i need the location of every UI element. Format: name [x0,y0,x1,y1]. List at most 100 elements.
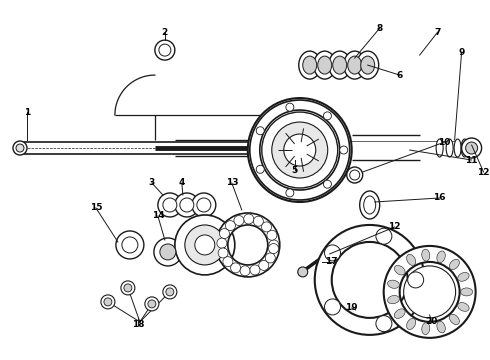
Circle shape [122,237,138,253]
Circle shape [16,144,24,152]
Ellipse shape [458,273,469,281]
Circle shape [166,288,174,296]
Circle shape [272,122,328,178]
Text: 20: 20 [425,318,438,327]
Circle shape [267,230,277,240]
Ellipse shape [303,56,317,74]
Circle shape [250,265,260,275]
Ellipse shape [461,139,468,157]
Text: 8: 8 [376,24,383,33]
Text: 6: 6 [396,71,403,80]
Ellipse shape [343,51,366,79]
Circle shape [324,245,341,261]
Circle shape [185,225,225,265]
Text: 12: 12 [389,222,401,231]
Ellipse shape [348,56,362,74]
Text: 16: 16 [433,193,446,202]
Circle shape [220,229,229,239]
Circle shape [192,193,216,217]
Circle shape [175,215,235,275]
Circle shape [234,216,244,225]
Text: 7: 7 [435,28,441,37]
Text: 10: 10 [439,138,451,147]
Ellipse shape [458,302,469,311]
Circle shape [262,112,338,188]
Circle shape [218,248,228,258]
Ellipse shape [407,318,416,329]
Circle shape [240,266,250,276]
Circle shape [195,235,215,255]
Text: 17: 17 [325,257,338,266]
Wedge shape [315,225,425,335]
Ellipse shape [314,51,336,79]
Circle shape [180,198,194,212]
Circle shape [116,231,144,259]
Circle shape [121,281,135,295]
Circle shape [13,141,27,155]
Ellipse shape [394,265,405,275]
Circle shape [104,298,112,306]
Ellipse shape [333,56,347,74]
Circle shape [376,316,392,332]
Circle shape [340,146,348,154]
Circle shape [253,216,263,226]
Ellipse shape [466,139,473,157]
Text: 3: 3 [149,179,155,188]
Ellipse shape [361,56,375,74]
Circle shape [350,170,360,180]
Circle shape [466,142,478,154]
Circle shape [323,180,331,188]
Text: 4: 4 [179,179,185,188]
Circle shape [155,40,175,60]
Wedge shape [216,213,280,277]
Circle shape [286,189,294,197]
Ellipse shape [422,323,430,335]
Circle shape [217,238,227,248]
Ellipse shape [437,321,445,333]
Circle shape [225,221,235,231]
Circle shape [124,284,132,292]
Circle shape [160,244,176,260]
Circle shape [269,240,279,250]
Text: 14: 14 [151,211,164,220]
Circle shape [244,214,254,224]
Circle shape [256,165,264,173]
Circle shape [408,272,424,288]
Ellipse shape [446,139,453,157]
Circle shape [404,266,456,318]
Ellipse shape [388,280,399,288]
Circle shape [347,167,363,183]
Circle shape [265,253,275,263]
Ellipse shape [422,249,430,261]
Text: 9: 9 [459,48,465,57]
Circle shape [324,299,341,315]
Circle shape [256,127,264,135]
Ellipse shape [437,251,445,262]
Ellipse shape [299,51,321,79]
Ellipse shape [388,296,399,304]
Circle shape [262,222,271,232]
Ellipse shape [449,259,459,270]
Circle shape [154,238,182,266]
Text: 18: 18 [132,320,144,329]
Circle shape [163,198,177,212]
Ellipse shape [454,139,461,157]
Circle shape [376,228,392,244]
Text: 11: 11 [466,156,478,165]
Ellipse shape [364,196,376,214]
Text: 13: 13 [225,179,238,188]
Circle shape [159,44,171,56]
Ellipse shape [436,139,443,157]
Ellipse shape [329,51,351,79]
Ellipse shape [394,309,405,318]
Circle shape [259,260,269,270]
Text: 2: 2 [162,28,168,37]
Ellipse shape [360,191,380,219]
Circle shape [231,263,241,273]
Wedge shape [250,100,350,200]
Ellipse shape [318,56,332,74]
Circle shape [223,257,233,267]
Text: 1: 1 [24,108,30,117]
Circle shape [269,244,278,253]
Text: 5: 5 [292,166,298,175]
